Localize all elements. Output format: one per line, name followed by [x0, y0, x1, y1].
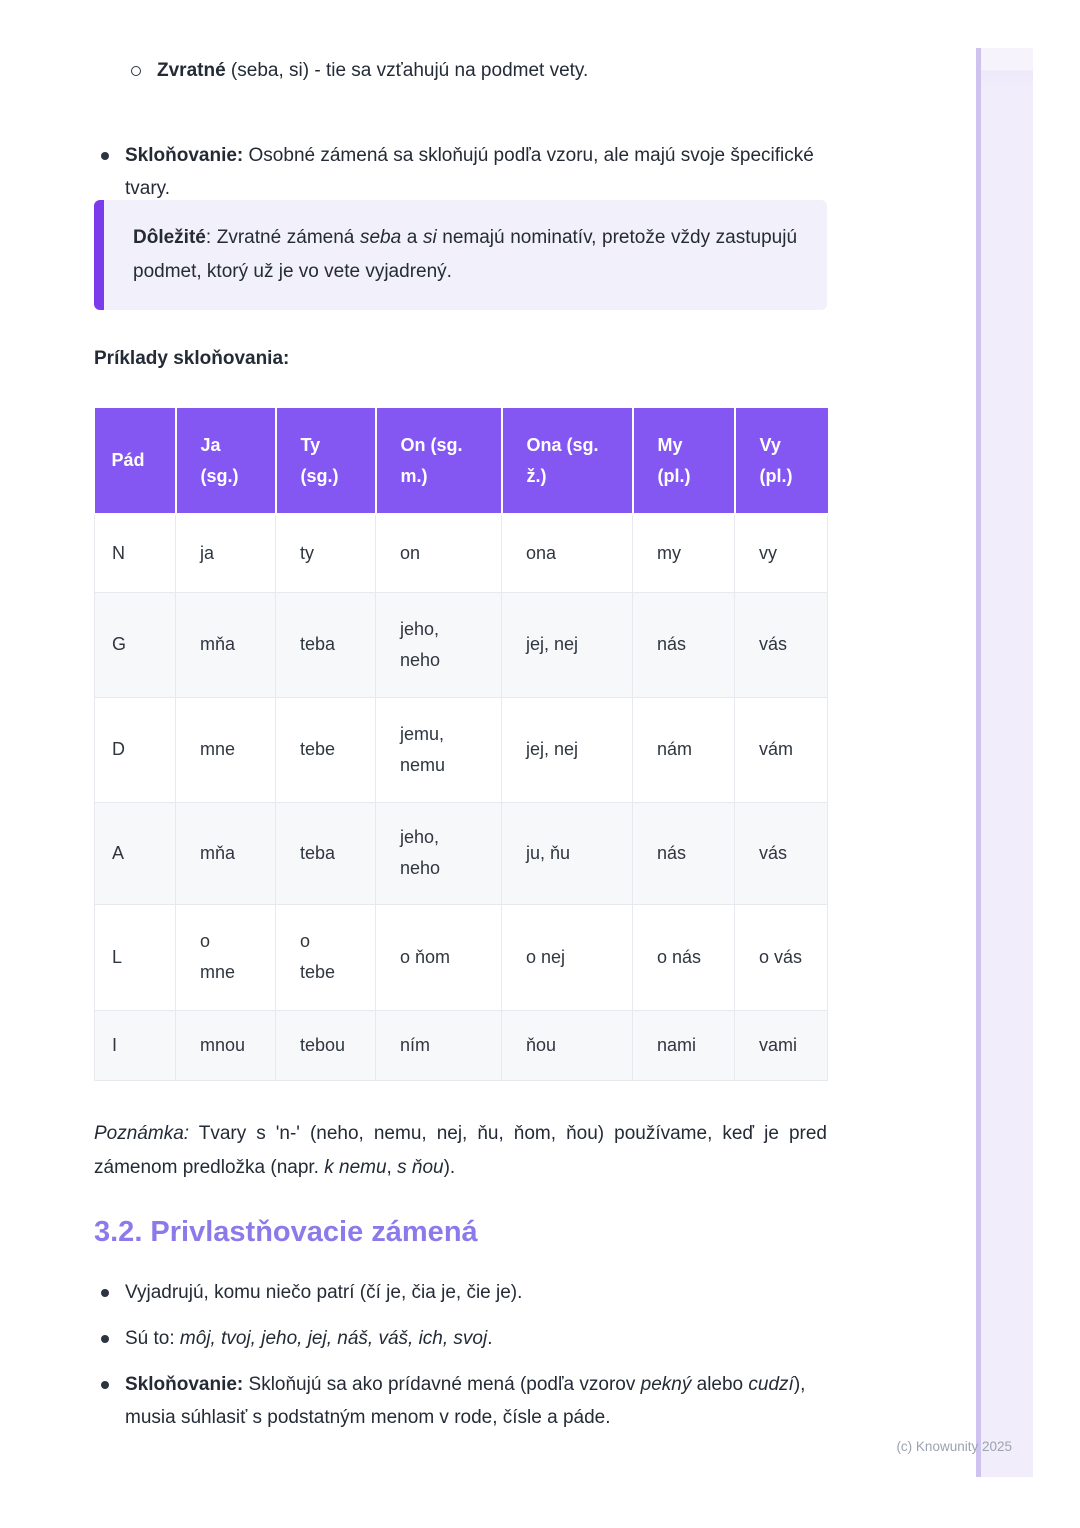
callout-text: : Zvratné zámená [205, 227, 360, 248]
table-cell: N [94, 513, 176, 593]
list-item-text: ), musia súhlasiť s podstatným menom v r… [125, 1374, 806, 1428]
table-cell: D [94, 696, 176, 803]
list-item-italic-text: môj, tvoj, jeho, jej, náš, váš, ich, svo… [179, 1328, 488, 1349]
table-cell: nás [632, 801, 735, 905]
list-item-bold-text: Skloňovanie: [125, 1374, 244, 1395]
table-header-cell: Ty (sg.) [274, 408, 377, 515]
note-text: , [386, 1157, 398, 1178]
table-header-cell: Ona (sg. ž.) [500, 408, 634, 515]
table-cell: nami [632, 1009, 735, 1081]
table-cell: o vás [734, 903, 828, 1011]
table-cell: jej, nej [501, 696, 633, 803]
table-header-cell: Pád [94, 408, 177, 515]
table-cell: nás [632, 591, 735, 698]
table-cell: A [94, 801, 176, 905]
list-item-text: Osobné zámená sa skloňujú podľa vzoru, a… [125, 145, 814, 199]
table-header-cell: Vy (pl.) [733, 408, 828, 515]
note-label: Poznámka: [94, 1123, 190, 1144]
table-cell: vám [734, 696, 828, 803]
page-edge-decoration [976, 48, 1033, 1477]
table-cell: tebou [275, 1009, 376, 1081]
table-cell: G [94, 591, 176, 698]
list-item-text: (seba, si) - tie sa vzťahujú na podmet v… [225, 60, 589, 81]
note-text: Tvary s 'n-' (neho, nemu, nej, ňu, ňom, … [94, 1123, 827, 1178]
table-cell: ním [375, 1009, 502, 1081]
examples-label: Príklady skloňovania: [94, 348, 290, 369]
table-row: D mne tebe jemu, nemu jej, nej nám vám [94, 696, 828, 803]
table-cell: ňou [501, 1009, 633, 1081]
table-cell: my [632, 513, 735, 593]
table-cell: jeho, neho [375, 591, 502, 698]
table-cell: L [94, 903, 176, 1011]
list-item-bold-text: Zvratné [157, 60, 226, 81]
table-cell: tebe [275, 696, 376, 803]
list-item-bold-text: Skloňovanie: [125, 145, 244, 166]
table-cell: o mne [175, 903, 276, 1011]
table-cell: I [94, 1009, 176, 1081]
table-cell: jeho, neho [375, 801, 502, 905]
table-header-row: Pád Ja (sg.) Ty (sg.) On (sg. m.) Ona (s… [94, 408, 828, 515]
section-heading: 3.2. Privlastňovacie zámená [94, 1216, 478, 1248]
table-cell: ona [501, 513, 633, 593]
list-item-sklonovanie: Skloňovanie: Osobné zámená sa skloňujú p… [94, 139, 827, 205]
table-cell: teba [275, 591, 376, 698]
list-item-text: . [487, 1328, 493, 1349]
declension-table: Pád Ja (sg.) Ty (sg.) On (sg. m.) Ona (s… [94, 408, 828, 1081]
callout-text: a [401, 227, 423, 248]
possessive-pronouns-list: Vyjadrujú, komu niečo patrí (čí je, čia … [94, 1276, 827, 1447]
table-cell: o ňom [375, 903, 502, 1011]
table-cell: mne [175, 696, 276, 803]
table-cell: vy [734, 513, 828, 593]
table-cell: ja [175, 513, 276, 593]
callout-italic-text: seba [359, 227, 402, 248]
table-cell: ty [275, 513, 376, 593]
list-item-text: Skloňujú sa ako prídavné mená (podľa vzo… [243, 1374, 641, 1395]
table-row: I mnou tebou ním ňou nami vami [94, 1009, 828, 1081]
table-header-cell: Ja (sg.) [174, 408, 277, 515]
table-row: A mňa teba jeho, neho ju, ňu nás vás [94, 801, 828, 905]
note-italic-text: k nemu [324, 1157, 387, 1178]
table-header-cell: My (pl.) [631, 408, 736, 515]
list-item-italic-text: cudzí [748, 1374, 794, 1395]
callout-label: Dôležité [133, 227, 206, 248]
table-cell: vás [734, 591, 828, 698]
list-item-italic-text: pekný [640, 1374, 692, 1395]
table-cell: ju, ňu [501, 801, 633, 905]
table-cell: o nej [501, 903, 633, 1011]
table-header-cell: On (sg. m.) [374, 408, 503, 515]
list-item: Vyjadrujú, komu niečo patrí (čí je, čia … [94, 1276, 827, 1309]
list-item-zvratne: Zvratné (seba, si) - tie sa vzťahujú na … [94, 54, 827, 87]
list-item-text: Vyjadrujú, komu niečo patrí (čí je, čia … [125, 1282, 523, 1303]
table-row: L o mne o tebe o ňom o nej o nás o vás [94, 903, 828, 1011]
table-row: G mňa teba jeho, neho jej, nej nás vás [94, 591, 828, 698]
table-cell: o tebe [275, 903, 376, 1011]
table-cell: nám [632, 696, 735, 803]
table-cell: teba [275, 801, 376, 905]
list-item: Skloňovanie: Skloňujú sa ako prídavné me… [94, 1368, 827, 1434]
list-item: Sú to: môj, tvoj, jeho, jej, náš, váš, i… [94, 1322, 827, 1355]
table-cell: jej, nej [501, 591, 633, 698]
copyright-footer: (c) Knowunity 2025 [896, 1439, 1012, 1454]
table-cell: mňa [175, 591, 276, 698]
table-cell: o nás [632, 903, 735, 1011]
note-paragraph: Poznámka: Tvary s 'n-' (neho, nemu, nej,… [94, 1117, 827, 1185]
declension-table-container: Pád Ja (sg.) Ty (sg.) On (sg. m.) Ona (s… [94, 408, 828, 1081]
table-cell: vami [734, 1009, 828, 1081]
note-text: ). [443, 1157, 456, 1178]
table-cell: on [375, 513, 502, 593]
important-callout: Dôležité: Zvratné zámená seba a si nemaj… [94, 200, 827, 310]
callout-text: nemajú nominatív, pretože vždy zastupujú… [133, 227, 798, 282]
list-item-text: alebo [691, 1374, 749, 1395]
table-cell: vás [734, 801, 828, 905]
table-row: N ja ty on ona my vy [94, 513, 828, 593]
table-cell: mňa [175, 801, 276, 905]
note-italic-text: s ňou [397, 1157, 444, 1178]
list-item-text: Sú to: [125, 1328, 180, 1349]
callout-italic-text: si [422, 227, 437, 248]
table-cell: jemu, nemu [375, 696, 502, 803]
table-cell: mnou [175, 1009, 276, 1081]
